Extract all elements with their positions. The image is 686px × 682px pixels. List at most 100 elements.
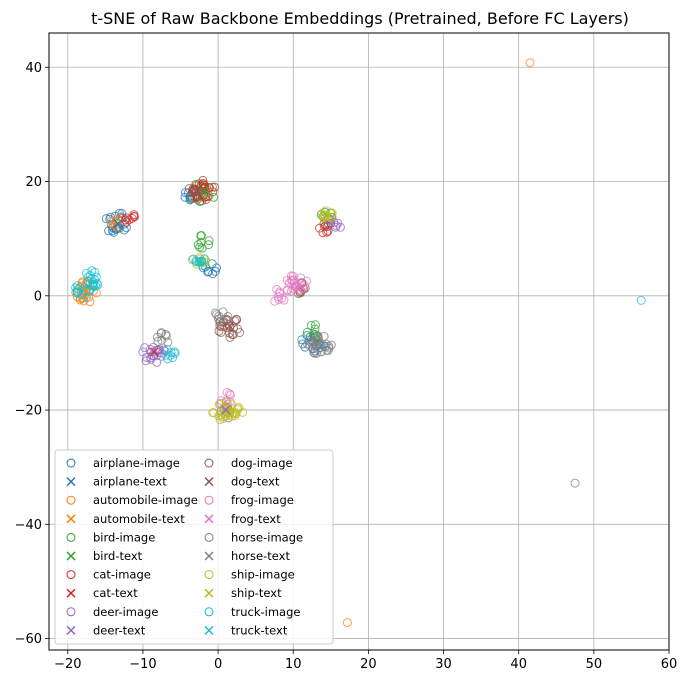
dog-image-point	[231, 314, 241, 324]
legend-label: dog-image	[231, 456, 293, 470]
truck-image-point	[165, 350, 175, 360]
legend-label: horse-image	[231, 530, 303, 544]
cat-image-point	[208, 187, 218, 197]
x-tick-label: −10	[129, 657, 156, 672]
ship-image-point	[233, 403, 243, 413]
frog-image-point	[275, 287, 285, 297]
axis-ticks: −20 −10 0 10 20 30 40 50 60 −60 −40 −20 0 20 40	[15, 61, 678, 672]
dog-image-point	[184, 184, 194, 194]
horse-image-point	[312, 348, 322, 358]
dog-image-point	[214, 326, 224, 336]
legend-x-marker	[204, 477, 214, 487]
legend-circle-marker	[204, 607, 214, 617]
ship-image-point	[317, 208, 327, 218]
truck-image-point	[85, 271, 95, 281]
dog-image-point	[235, 328, 245, 338]
cat-image-point	[122, 213, 132, 223]
deer-image-point	[335, 222, 345, 232]
legend-x-marker	[204, 514, 214, 524]
cat-text-point	[149, 347, 159, 357]
frog-image-point	[296, 279, 306, 289]
truck-image-point	[162, 345, 172, 355]
airplane-text-point	[113, 219, 123, 229]
x-tick-label: 30	[435, 657, 452, 672]
legend-box	[54, 449, 334, 645]
legend-label: automobile-image	[93, 493, 198, 507]
legend-item: dog-image	[204, 456, 293, 470]
truck-image-point	[83, 276, 93, 286]
y-tick-label: −20	[15, 404, 42, 419]
y-tick-label: 0	[34, 289, 42, 304]
cat-image-point	[199, 180, 209, 190]
legend-label: horse-text	[231, 549, 290, 563]
legend-x-marker	[204, 588, 214, 598]
legend-item: deer-image	[66, 605, 158, 619]
frog-image-point	[277, 293, 287, 303]
horse-image-point	[163, 337, 173, 347]
legend-label: dog-text	[231, 475, 280, 489]
bird-image-point	[196, 230, 206, 240]
legend-label: ship-text	[231, 586, 282, 600]
legend-item: horse-text	[204, 549, 290, 563]
deer-text-point	[221, 405, 231, 415]
deer-image-point	[138, 347, 148, 357]
legend-x-marker	[66, 551, 76, 561]
airplane-image-point	[101, 214, 111, 224]
truck-image-point	[170, 348, 180, 358]
x-tick-label: 20	[360, 657, 377, 672]
legend-item: airplane-image	[66, 456, 180, 470]
legend-item: cat-image	[66, 568, 151, 582]
legend-label: frog-text	[231, 512, 281, 526]
legend-item: deer-text	[66, 623, 146, 637]
truck-image-point	[199, 254, 209, 264]
horse-image-point	[161, 331, 171, 341]
legend-x-marker	[66, 514, 76, 524]
horse-image-point	[214, 311, 224, 321]
ship-text-point	[322, 213, 332, 223]
horse-image-point	[303, 339, 313, 349]
cat-image-point	[318, 228, 328, 238]
horse-image-point	[212, 310, 222, 320]
legend-item: frog-image	[204, 493, 294, 507]
horse-image-point	[324, 341, 334, 351]
legend-x-marker	[204, 551, 214, 561]
bird-image-point	[204, 236, 214, 246]
legend-item: airplane-text	[66, 475, 167, 489]
frog-text-point	[292, 282, 302, 292]
legend-label: truck-image	[231, 605, 300, 619]
automobile-image-outlier-point	[525, 58, 535, 68]
horse-image-point	[319, 331, 329, 341]
chart-legend: airplane-image airplane-text automobile-im…	[54, 449, 334, 645]
legend-label: automobile-text	[93, 512, 185, 526]
legend-label: airplane-text	[93, 475, 167, 489]
dog-image-point	[193, 186, 203, 196]
x-tick-label: 10	[285, 657, 302, 672]
y-tick-label: 20	[25, 175, 42, 190]
ship-image-point	[214, 399, 224, 409]
legend-circle-marker	[66, 607, 76, 617]
legend-item: truck-text	[204, 623, 288, 637]
ship-image-point	[320, 210, 330, 220]
legend-circle-marker	[204, 532, 214, 542]
legend-circle-marker	[204, 495, 214, 505]
legend-item: ship-text	[204, 586, 282, 600]
horse-image-outlier-point	[570, 478, 580, 488]
cat-image-point	[129, 210, 139, 220]
dog-text-point	[224, 321, 234, 331]
legend-item: truck-image	[204, 605, 300, 619]
frog-image-point	[222, 387, 232, 397]
automobile-image-outlier-point	[342, 618, 352, 628]
truck-image-point	[87, 266, 97, 276]
dog-image-point	[216, 327, 226, 337]
legend-label: frog-image	[231, 493, 294, 507]
bird-image-point	[310, 320, 320, 330]
y-tick-label: 40	[25, 61, 42, 76]
truck-image-point	[168, 353, 178, 363]
truck-image-point	[161, 350, 171, 360]
truck-image-point	[81, 293, 91, 303]
legend-circle-marker	[66, 570, 76, 580]
legend-item: cat-text	[66, 586, 138, 600]
legend-x-marker	[66, 625, 76, 635]
bird-image-point	[197, 243, 207, 253]
